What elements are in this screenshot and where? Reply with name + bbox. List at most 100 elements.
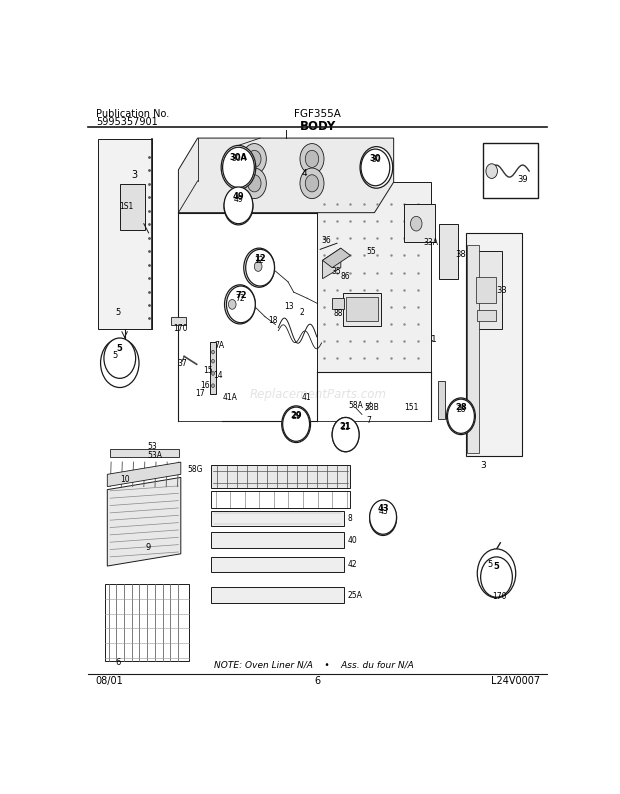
Text: 42: 42 (348, 561, 357, 569)
Circle shape (224, 285, 255, 324)
Circle shape (410, 216, 422, 231)
Text: 8: 8 (348, 515, 352, 523)
Circle shape (448, 399, 474, 434)
Text: 5: 5 (116, 308, 121, 317)
Text: 15: 15 (203, 366, 213, 375)
Polygon shape (211, 588, 344, 603)
Polygon shape (322, 248, 350, 268)
Bar (404, 204, 435, 242)
Bar (476, 277, 497, 303)
Text: 5: 5 (112, 351, 117, 360)
Circle shape (360, 147, 392, 188)
Text: 58G: 58G (187, 465, 202, 474)
Bar (489, 564, 504, 583)
Text: 18: 18 (268, 316, 277, 325)
Bar (438, 381, 445, 419)
Text: 4: 4 (301, 169, 307, 178)
Bar (210, 341, 216, 394)
Text: 72: 72 (235, 294, 245, 303)
Text: 29: 29 (291, 412, 301, 422)
Circle shape (246, 249, 275, 286)
Text: 5: 5 (488, 561, 493, 569)
Text: 25A: 25A (348, 591, 363, 600)
Bar (439, 224, 458, 279)
Circle shape (332, 418, 359, 452)
Bar (105, 584, 190, 661)
Circle shape (104, 338, 136, 379)
Circle shape (477, 549, 516, 598)
Circle shape (281, 406, 311, 442)
Text: 36: 36 (322, 236, 331, 245)
Circle shape (224, 187, 253, 224)
Circle shape (211, 372, 215, 376)
Polygon shape (211, 533, 344, 548)
Circle shape (224, 188, 253, 225)
Circle shape (211, 350, 215, 354)
Circle shape (332, 418, 359, 452)
Circle shape (486, 164, 497, 179)
Text: 3: 3 (480, 461, 487, 470)
Text: 72: 72 (235, 291, 247, 299)
Circle shape (226, 286, 255, 322)
Circle shape (247, 150, 261, 168)
Text: 1: 1 (431, 335, 437, 345)
Text: 7: 7 (366, 416, 371, 425)
Circle shape (305, 150, 319, 168)
Text: 43: 43 (378, 507, 388, 515)
Text: 49: 49 (234, 195, 243, 204)
Text: NOTE: Oven Liner N/A    •    Ass. du four N/A: NOTE: Oven Liner N/A • Ass. du four N/A (215, 661, 414, 669)
Circle shape (242, 168, 267, 198)
Bar (171, 318, 185, 325)
Text: FGF355A: FGF355A (294, 109, 341, 119)
Text: 33A: 33A (423, 237, 438, 246)
Text: 21: 21 (341, 423, 350, 433)
Circle shape (244, 248, 275, 287)
Text: 55: 55 (366, 247, 376, 256)
Text: 7A: 7A (214, 341, 224, 350)
Text: 5: 5 (494, 562, 500, 572)
Circle shape (254, 261, 262, 272)
Circle shape (228, 299, 236, 309)
Bar (232, 299, 247, 310)
Bar (454, 412, 467, 421)
Text: 5995357901: 5995357901 (95, 117, 157, 127)
Circle shape (446, 398, 476, 434)
Text: 12: 12 (254, 256, 264, 265)
Bar (378, 507, 389, 525)
Text: 21: 21 (340, 422, 352, 430)
Text: 16: 16 (200, 380, 210, 390)
Bar (112, 354, 128, 372)
Polygon shape (179, 138, 394, 213)
Text: 6: 6 (315, 676, 321, 686)
Text: 30A: 30A (231, 154, 246, 164)
Text: 35: 35 (331, 267, 341, 276)
Text: 12: 12 (254, 254, 266, 263)
Circle shape (480, 557, 512, 597)
Bar (467, 245, 479, 453)
Bar (483, 143, 538, 198)
Text: 6: 6 (115, 658, 120, 667)
Circle shape (370, 501, 397, 535)
Text: 5: 5 (117, 344, 123, 353)
Text: 30: 30 (370, 154, 381, 163)
Text: 151: 151 (404, 403, 418, 411)
Text: 37: 37 (177, 359, 187, 368)
Circle shape (370, 500, 397, 534)
Text: 58A: 58A (349, 401, 363, 410)
Bar (339, 430, 352, 440)
Circle shape (221, 145, 256, 190)
Circle shape (283, 407, 309, 441)
Text: 30A: 30A (229, 152, 247, 162)
Circle shape (242, 144, 267, 174)
Polygon shape (211, 557, 344, 572)
Text: 58B: 58B (364, 403, 379, 411)
Polygon shape (211, 511, 344, 526)
Text: 3: 3 (131, 170, 137, 179)
Text: 170: 170 (174, 324, 188, 333)
Polygon shape (322, 248, 341, 279)
Text: 33: 33 (497, 287, 507, 295)
Text: ReplacementParts.com: ReplacementParts.com (249, 388, 386, 401)
Text: 38: 38 (456, 250, 466, 259)
Text: 41: 41 (301, 393, 311, 403)
Text: 28: 28 (456, 405, 466, 414)
